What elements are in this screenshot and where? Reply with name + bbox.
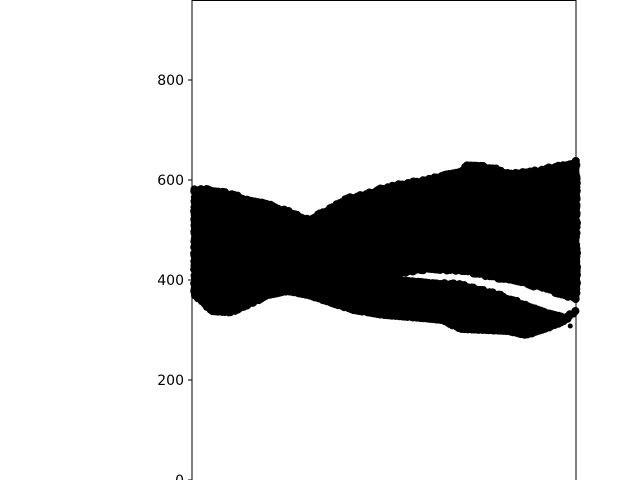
data-points-layer: [190, 157, 581, 339]
plot-area: [190, 0, 581, 480]
